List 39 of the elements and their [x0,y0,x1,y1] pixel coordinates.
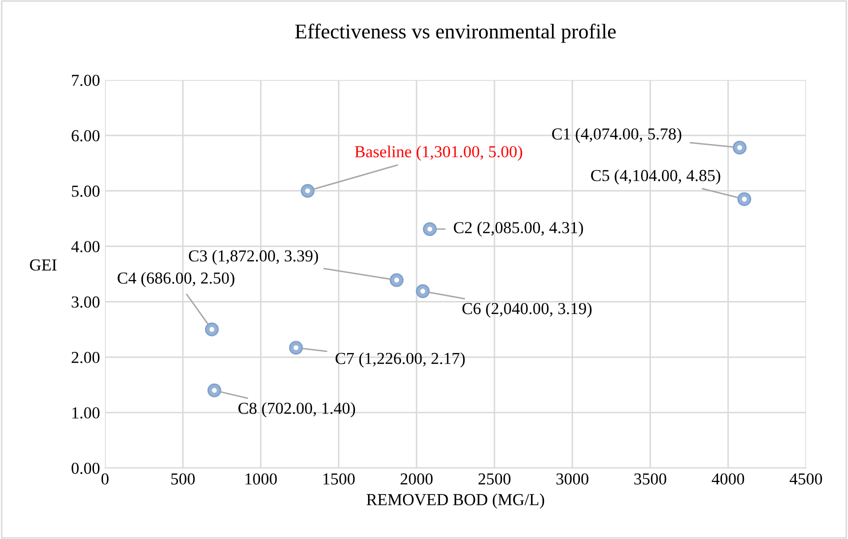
point [300,184,315,198]
data-label: C4 (686.00, 2.50) [118,272,234,288]
x-axis-title: REMOVED BOD (MG/L) [366,494,544,509]
x-tick-label: 1500 [323,473,355,485]
point [289,340,303,355]
data-label: Baseline (1,301.00, 5.00) [354,146,522,161]
data-label: C2 (2,085.00, 4.31) [454,222,583,237]
x-tick-label: 2000 [400,473,433,485]
point [390,273,404,288]
y-tick-label: 0.00 [72,462,100,474]
point [737,192,752,206]
y-tick-label: 7.00 [72,74,100,86]
point [204,322,219,336]
data-label: C7 (1,226.00, 2.17) [336,352,465,368]
y-tick-label: 1.00 [72,407,100,419]
data-label: C8 (702.00, 1.40) [238,402,356,418]
x-tick-label: 500 [171,473,195,485]
data-label: C5 (4,104.00, 4.85) [591,169,720,185]
data-label: C3 (1,872.00, 3.39) [188,250,318,265]
y-tick-label: 3.00 [72,296,100,308]
point [416,284,430,298]
x-tick-label: 0 [101,473,109,485]
y-tick-label: 4.00 [71,240,100,252]
point [422,222,437,236]
y-tick-label: 5.00 [72,186,100,197]
point [732,140,747,155]
x-tick-label: 3000 [556,473,588,485]
y-tick-label: 2.00 [72,352,100,364]
x-tick-label: 1000 [246,473,277,485]
y-axis-title: GEI [30,259,56,271]
x-tick-label: 2500 [478,473,510,485]
y-tick-label: 6.00 [72,130,100,142]
chart-title: Effectiveness vs environmental profile [295,24,616,43]
data-label: C1 (4,074.00, 5.78) [552,128,682,143]
data-label: C6 (2,040.00, 3.19) [462,302,592,318]
point [207,383,222,398]
x-tick-label: 4000 [712,473,744,485]
x-tick-label: 4500 [790,473,822,485]
x-tick-label: 3500 [634,473,666,485]
